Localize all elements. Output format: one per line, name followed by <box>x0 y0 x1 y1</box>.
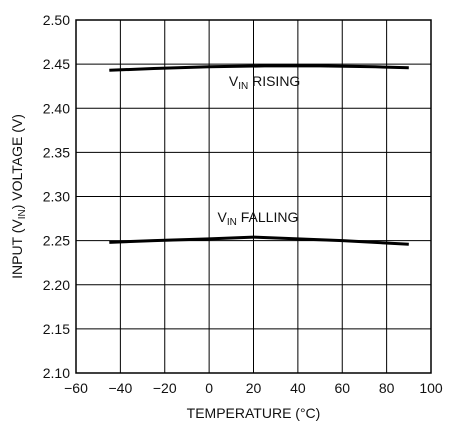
x-tick-label: 60 <box>334 380 350 396</box>
x-tick-label: 80 <box>379 380 395 396</box>
y-tick-label: 2.50 <box>43 12 70 28</box>
x-tick-label: −20 <box>153 380 177 396</box>
x-tick-labels: −60 −40 −20 0 20 40 60 80 100 <box>64 380 443 396</box>
x-tick-label: −60 <box>64 380 88 396</box>
plot-frame <box>75 19 432 374</box>
series-label-vin-falling: VIN FALLING <box>218 209 299 228</box>
x-tick-label: 100 <box>419 380 443 396</box>
series-line-vin-falling <box>109 235 409 246</box>
y-tick-label: 2.40 <box>43 100 70 116</box>
y-tick-label: 2.45 <box>43 56 70 72</box>
y-tick-label: 2.15 <box>43 321 70 337</box>
x-tick-label: 40 <box>290 380 306 396</box>
series-line-vin-rising <box>109 64 409 72</box>
y-tick-label: 2.35 <box>43 144 70 160</box>
series-label-vin-rising: VIN RISING <box>229 73 300 92</box>
x-axis-label: TEMPERATURE (°C) <box>187 405 321 421</box>
x-tick-label: −40 <box>109 380 133 396</box>
x-tick-label: 20 <box>246 380 262 396</box>
x-tick-label: 0 <box>205 380 213 396</box>
y-tick-labels: 2.50 2.45 2.40 2.35 2.30 2.25 2.20 2.15 2.10 <box>43 12 70 381</box>
y-axis-label: INPUT (VIN) VOLTAGE (V) <box>9 114 28 279</box>
y-tick-label: 2.20 <box>43 277 70 293</box>
series-lines <box>109 64 409 246</box>
y-tick-label: 2.30 <box>43 189 70 205</box>
y-tick-label: 2.10 <box>43 365 70 381</box>
y-tick-label: 2.25 <box>43 233 70 249</box>
